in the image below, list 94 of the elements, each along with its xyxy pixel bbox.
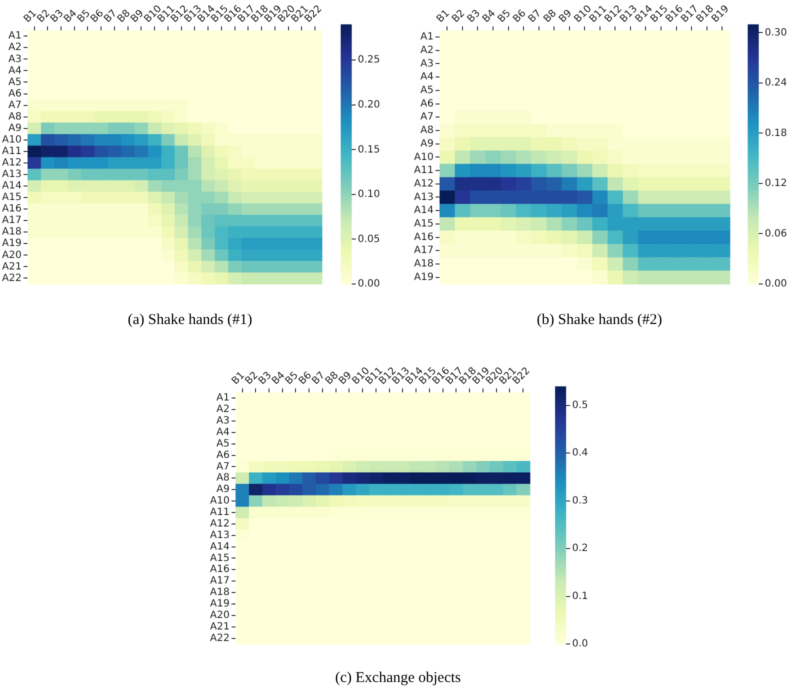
y-tick-label: A9	[216, 484, 230, 496]
y-tick-label: A19	[210, 598, 230, 610]
color-bar-label: 0.00	[358, 278, 380, 290]
y-tick-label: A14	[2, 180, 22, 192]
y-tick-label: A8	[420, 125, 434, 136]
x-tick-label: B19	[710, 3, 732, 26]
color-bar-label: 0.4	[572, 448, 588, 459]
y-tick-label: A11	[210, 507, 230, 518]
x-tick-label: B2	[450, 8, 468, 26]
text: (a) Shake hands (#1)	[126, 312, 254, 329]
color-bar-label: 0.3	[572, 495, 588, 506]
y-tick-label: A3	[216, 416, 230, 427]
y-tick-label: A4	[216, 426, 230, 438]
y-tick-label: A18	[2, 226, 22, 238]
x-tick-label: B1	[434, 8, 452, 26]
x-tick-label: B5	[496, 8, 514, 26]
y-tick-label: A12	[210, 518, 230, 530]
y-tick-label: A16	[210, 564, 230, 576]
y-tick-label: A14	[414, 205, 434, 216]
y-tick-label: A8	[216, 472, 230, 484]
y-tick-label: A13	[2, 169, 22, 180]
x-tick-label: B9	[557, 8, 574, 26]
y-tick-label: A11	[414, 165, 434, 176]
color-bar-label: 0.15	[358, 144, 380, 156]
x-tick-label: B3	[465, 8, 483, 26]
color-bar-label: 0.24	[764, 78, 787, 89]
y-tick-label: A19	[2, 238, 22, 250]
y-tick-label: A10	[2, 134, 22, 146]
color-bar-label: 0.00	[764, 278, 787, 290]
y-tick-label: A2	[216, 404, 230, 416]
y-tick-label: A20	[210, 610, 230, 621]
y-tick-label: A5	[8, 76, 22, 88]
y-tick-label: A16	[414, 232, 434, 243]
y-tick-label: A6	[8, 88, 22, 100]
color-bar-label: 0.12	[764, 178, 787, 190]
y-tick-label: A13	[210, 530, 230, 541]
y-tick-label: A4	[8, 65, 22, 76]
y-tick-label: A15	[2, 192, 22, 204]
y-tick-label: A1	[420, 32, 434, 43]
y-tick-label: A5	[216, 438, 230, 450]
y-tick-label: A16	[2, 204, 22, 215]
y-tick-label: A22	[2, 272, 22, 284]
y-tick-label: A18	[414, 258, 434, 270]
color-bar-label: 0.1	[572, 590, 588, 602]
text: (b) Shake hands (#2)	[536, 312, 664, 329]
y-tick-label: A2	[8, 42, 22, 54]
y-tick-label: A12	[414, 178, 434, 190]
y-tick-label: A1	[216, 392, 230, 404]
y-tick-label: A8	[8, 111, 22, 122]
color-bar-label: 0.05	[358, 234, 380, 245]
color-bar-label: 0.0	[572, 638, 588, 650]
y-tick-label: A17	[414, 245, 434, 256]
color-bar-label: 0.2	[572, 543, 588, 554]
y-tick-label: A14	[210, 541, 230, 552]
y-tick-label: A6	[216, 450, 230, 461]
y-tick-label: A7	[420, 112, 434, 123]
color-bar-label: 0.30	[764, 27, 787, 38]
y-tick-label: A10	[210, 496, 230, 507]
color-bar-label: 0.18	[764, 128, 787, 139]
y-tick-label: A18	[210, 587, 230, 598]
x-tick-label: B7	[526, 8, 544, 26]
y-tick-label: A2	[420, 44, 434, 56]
y-tick-label: A17	[2, 215, 22, 226]
y-tick-label: A13	[414, 192, 434, 203]
y-tick-label: A7	[216, 461, 230, 472]
y-tick-label: A21	[210, 621, 230, 632]
y-tick-label: A6	[420, 98, 434, 110]
color-bar-label: 0.25	[358, 54, 380, 66]
y-tick-label: A22	[210, 632, 230, 644]
y-tick-label: A10	[414, 152, 434, 163]
color-bar-label: 0.5	[572, 400, 588, 412]
y-tick-label: A3	[420, 58, 434, 70]
y-tick-label: A4	[420, 72, 434, 83]
color-bar-label: 0.10	[358, 189, 380, 200]
y-tick-label: A9	[8, 122, 22, 134]
y-tick-label: A1	[8, 30, 22, 42]
y-tick-label: A21	[2, 261, 22, 272]
y-tick-label: A15	[210, 552, 230, 564]
y-tick-label: A20	[2, 250, 22, 261]
text: (c) Exchange objects	[334, 670, 462, 687]
y-tick-label: A9	[420, 138, 434, 150]
color-bar-label: 0.06	[764, 228, 787, 240]
y-tick-label: A17	[210, 576, 230, 587]
y-tick-label: A3	[8, 54, 22, 65]
y-tick-label: A5	[420, 85, 434, 96]
x-tick-label: B8	[542, 8, 559, 26]
y-tick-label: A15	[414, 218, 434, 230]
y-tick-label: A7	[8, 100, 22, 111]
x-tick-label: B4	[480, 8, 498, 26]
x-tick-label: B6	[511, 8, 528, 26]
y-tick-label: A12	[2, 158, 22, 169]
y-tick-label: A11	[2, 146, 22, 157]
y-tick-label: A19	[414, 272, 434, 283]
color-bar-label: 0.20	[358, 100, 380, 111]
